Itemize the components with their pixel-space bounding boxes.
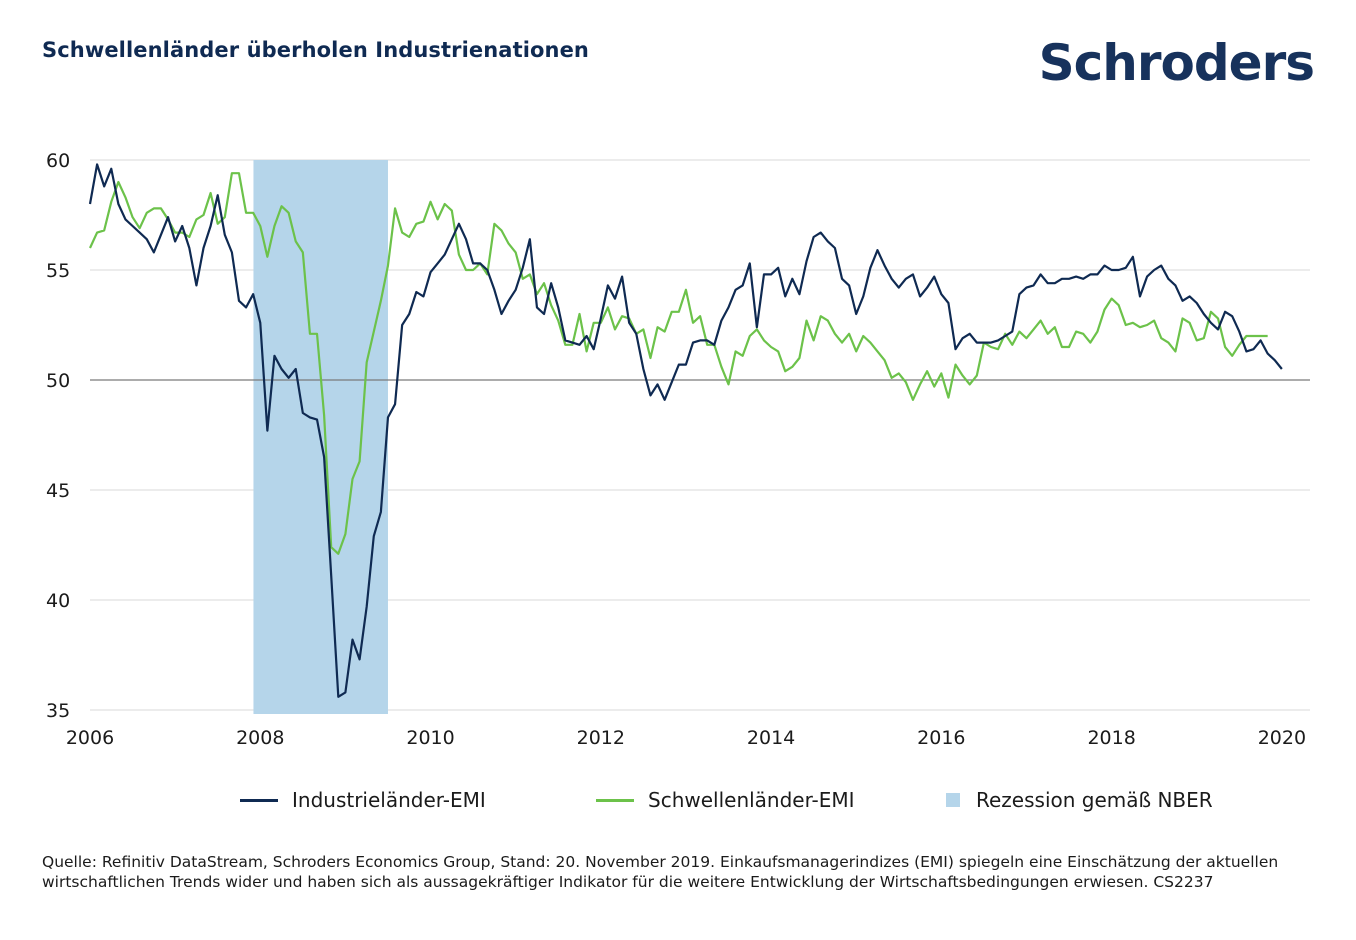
schroders-logo: Schroders [1038,34,1315,92]
legend-item-industrielaender: Industrieländer-EMI [240,788,486,812]
y-tick-label-60: 60 [46,150,70,172]
legend-swatch-schwellenlaender [596,798,634,802]
legend-swatch-rezession [946,793,960,807]
y-tick-label-50: 50 [46,370,70,392]
series-line-industrielaender-emi [88,163,1283,698]
line-chart: 35 40 45 50 55 60 2006 2008 2010 2012 2014 2016 201… [46,150,1310,749]
x-tick-label-2020: 2020 [1258,727,1306,749]
y-tick-label-55: 55 [46,260,70,282]
x-axis-ticks: 2006 2008 2010 2012 2014 2016 2018 2020 [66,727,1306,749]
x-tick-label-2012: 2012 [577,727,625,749]
x-tick-label-2014: 2014 [747,727,795,749]
y-tick-label-40: 40 [46,590,70,612]
legend-label-schwellenlaender: Schwellenländer-EMI [648,788,855,812]
x-tick-label-2016: 2016 [917,727,965,749]
x-tick-label-2008: 2008 [236,727,284,749]
x-tick-label-2010: 2010 [406,727,454,749]
legend-item-schwellenlaender: Schwellenländer-EMI [596,788,855,812]
legend: Industrieländer-EMI Schwellenländer-EMI … [0,788,1356,818]
legend-label-industrielaender: Industrieländer-EMI [292,788,486,812]
y-axis-ticks: 35 40 45 50 55 60 [46,150,70,722]
x-tick-label-2018: 2018 [1087,727,1135,749]
legend-label-rezession: Rezession gemäß NBER [976,788,1213,812]
y-tick-label-45: 45 [46,480,70,502]
chart-title: Schwellenländer überholen Industrienatio… [42,38,589,62]
legend-swatch-industrielaender [240,798,278,802]
source-footnote: Quelle: Refinitiv DataStream, Schroders … [42,853,1279,891]
series-layer [88,163,1283,698]
series-line-schwellenlaender-emi [89,172,1268,555]
legend-item-rezession: Rezession gemäß NBER [946,788,1213,812]
y-tick-label-35: 35 [46,700,70,722]
x-tick-label-2006: 2006 [66,727,114,749]
